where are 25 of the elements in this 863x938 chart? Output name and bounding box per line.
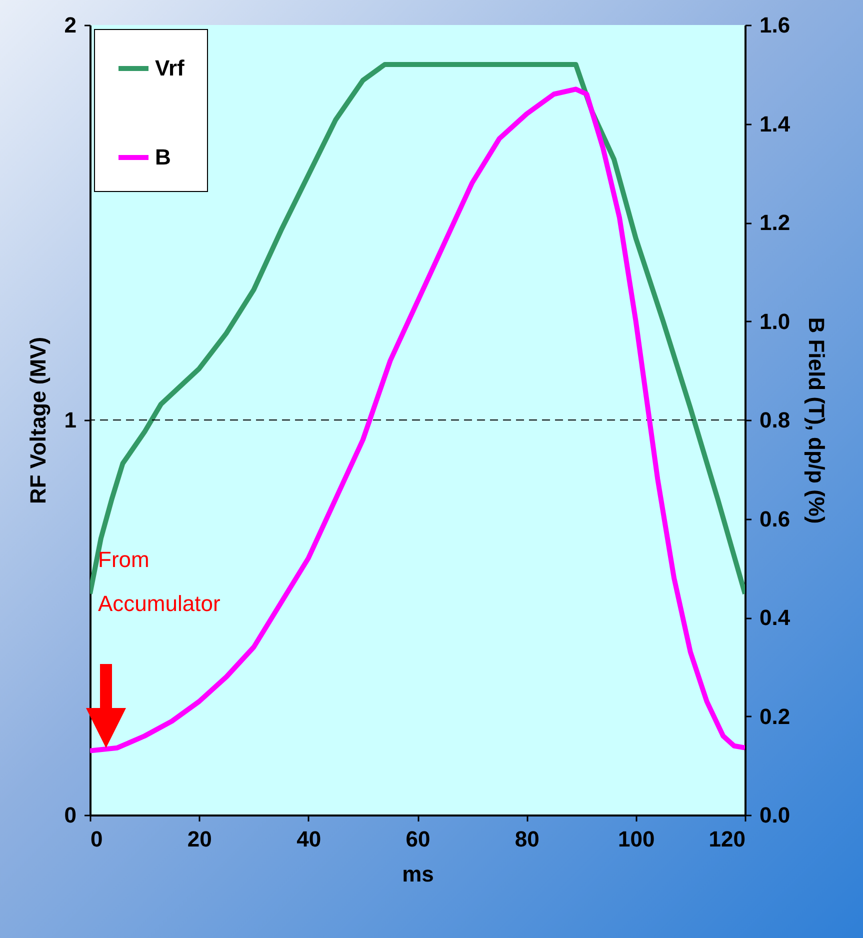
- y-tick-label: 1: [64, 408, 76, 432]
- y-tick-label: 0: [64, 802, 76, 828]
- y2-tick-label: 0.0: [760, 802, 790, 828]
- x-tick-label: 20: [187, 826, 212, 852]
- x-axis-title: ms: [402, 862, 434, 886]
- x-tick-label: 100: [618, 826, 655, 852]
- y2-tick-label: 0.8: [760, 408, 790, 432]
- x-tick-label: 60: [406, 826, 430, 852]
- y2-axis-title: B Field (T), dp/p (%): [804, 317, 830, 524]
- legend-label: Vrf: [155, 56, 186, 80]
- x-tick-label: 0: [90, 826, 103, 852]
- legend-label: B: [155, 144, 171, 170]
- y2-tick-label: 0.4: [760, 605, 791, 630]
- x-tick-label: 120: [708, 826, 746, 852]
- x-tick-label: 40: [296, 826, 322, 852]
- y2-tick-label: 0.2: [760, 704, 790, 729]
- y2-tick-label: 1.0: [760, 308, 790, 334]
- y2-tick-label: 1.2: [760, 210, 790, 235]
- y2-tick-label: 1.6: [760, 12, 790, 38]
- y-axis-title: RF Voltage (MV): [25, 336, 50, 504]
- y-tick-label: 2: [64, 12, 76, 38]
- y2-tick-label: 0.6: [760, 506, 790, 532]
- y2-tick-label: 1.4: [760, 111, 791, 136]
- annotation: From Accumulator: [98, 547, 220, 616]
- x-tick-label: 80: [514, 826, 540, 852]
